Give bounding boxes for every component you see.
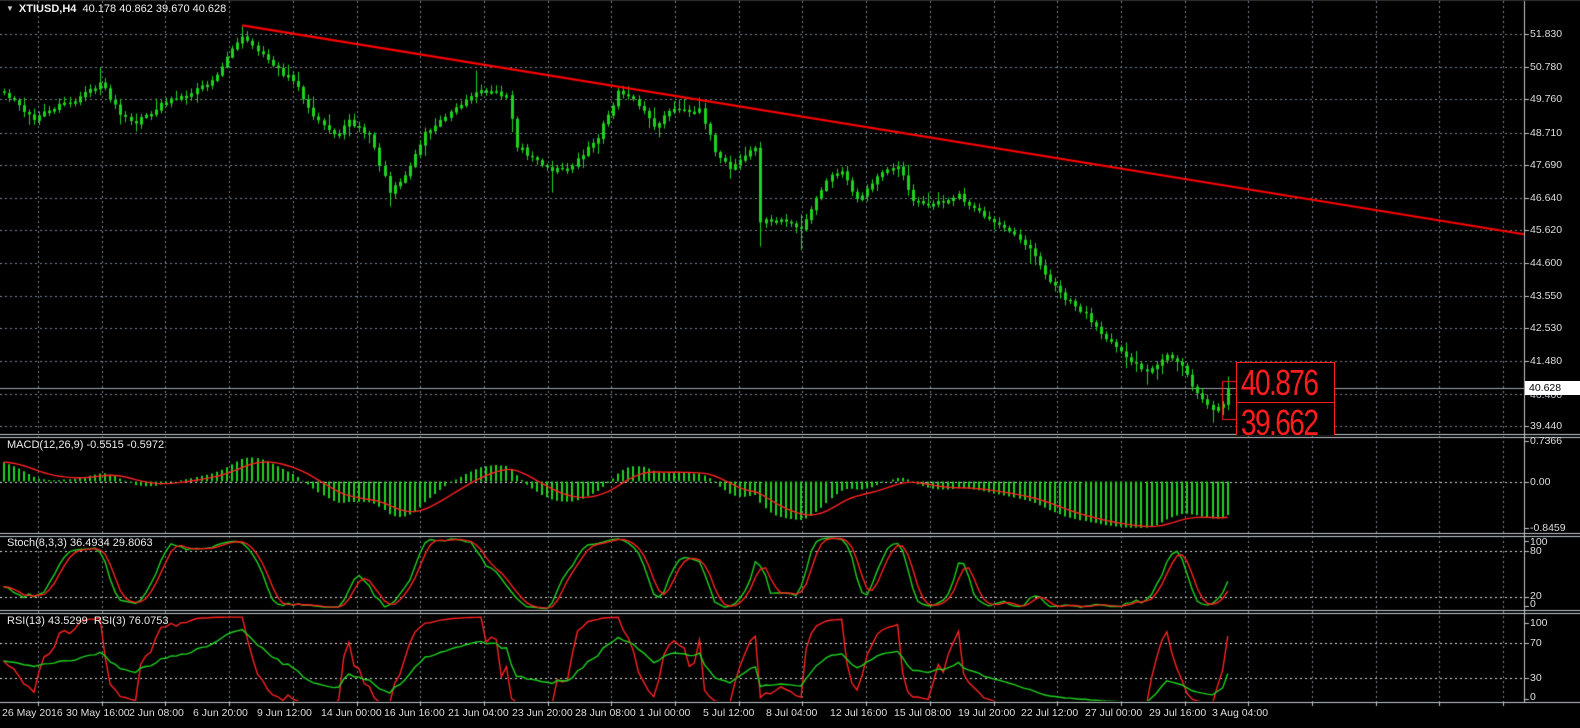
chart-canvas[interactable]: [0, 0, 1580, 728]
mt4-chart-window: ▼ XTIUSD,H4 40.178 40.862 39.670 40.628 M…: [0, 0, 1580, 728]
